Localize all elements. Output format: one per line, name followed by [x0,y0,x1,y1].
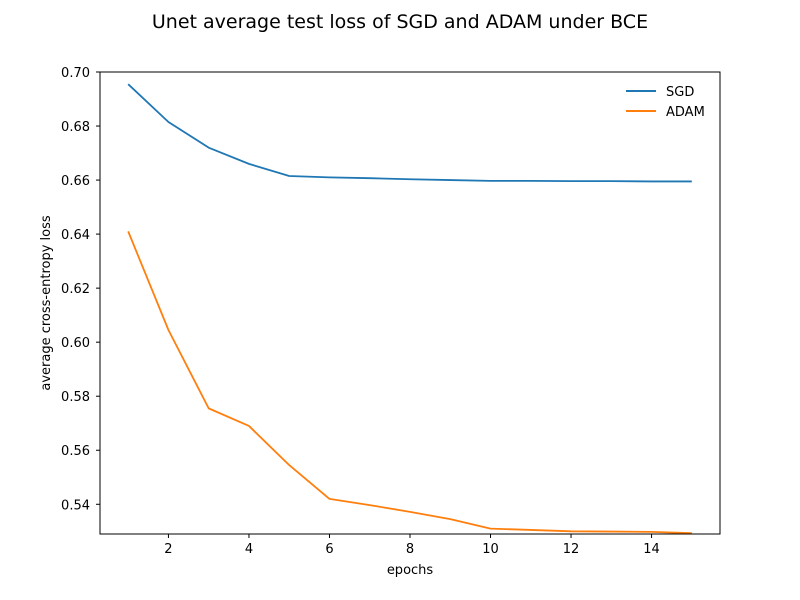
legend-label-adam: ADAM [666,105,705,120]
legend: SGD ADAM [626,85,705,120]
y-tick-label: 0.54 [61,498,90,513]
series-line-adam [127,231,692,535]
y-tick-label: 0.58 [61,390,90,405]
x-axis-label: epochs [387,563,434,578]
plot-frame [99,71,721,535]
y-axis-label: average cross-entropy loss [39,215,54,391]
x-tick-label: 8 [406,542,414,557]
series-line-sgd [127,83,692,183]
y-tick-label: 0.64 [61,228,90,243]
y-axis-ticks: 0.54 0.56 0.58 0.60 0.62 0.64 0.66 0.68 0.70 [61,66,100,513]
x-tick-label: 6 [325,542,333,557]
series-lines [127,83,692,535]
plot-area [100,72,720,534]
x-tick-label: 12 [563,542,580,557]
x-tick-label: 4 [245,542,253,557]
x-tick-label: 14 [643,542,660,557]
y-tick-label: 0.56 [61,444,90,459]
legend-label-sgd: SGD [666,85,694,100]
x-tick-label: 10 [482,542,499,557]
y-tick-label: 0.60 [61,336,90,351]
x-axis-ticks: 2 4 6 8 10 12 14 [164,534,660,557]
chart-title: Unet average test loss of SGD and ADAM u… [152,11,648,33]
y-tick-label: 0.70 [61,66,90,81]
x-tick-label: 2 [164,542,172,557]
y-tick-label: 0.68 [61,120,90,135]
y-tick-label: 0.66 [61,174,90,189]
y-tick-label: 0.62 [61,282,90,297]
